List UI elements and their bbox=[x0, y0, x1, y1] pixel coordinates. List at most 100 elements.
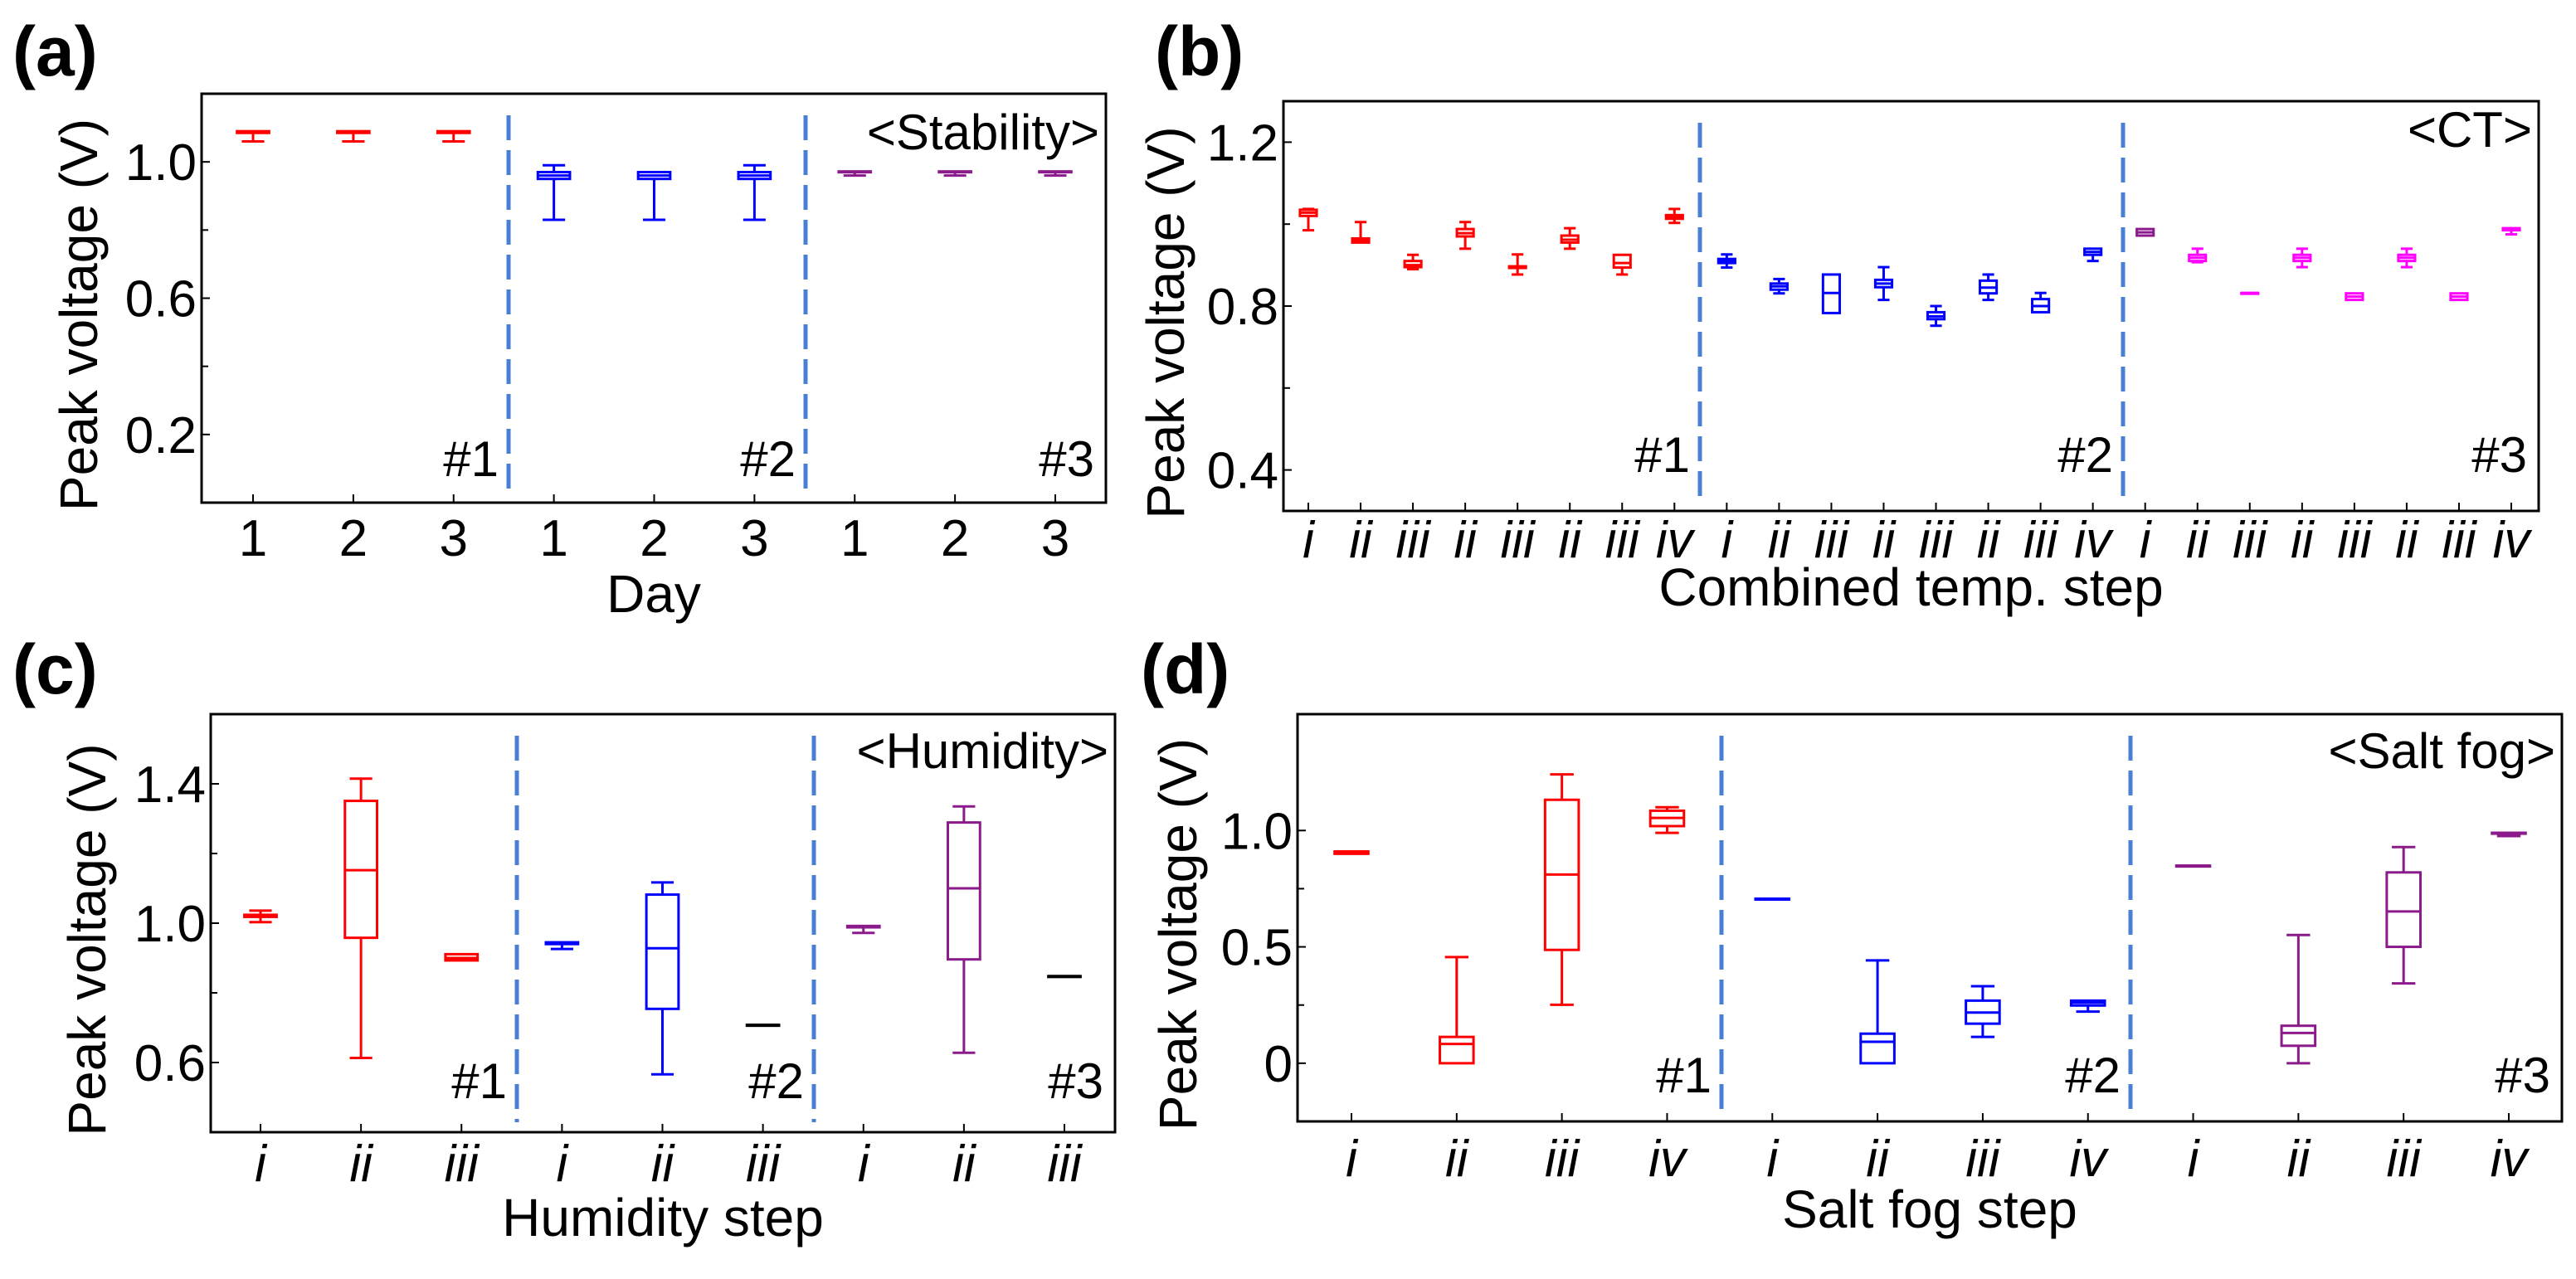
group-label: #3 bbox=[2495, 1048, 2550, 1103]
test-annotation: <Stability> bbox=[867, 105, 1099, 160]
x-tick-label: iii bbox=[2337, 512, 2374, 569]
x-tick-label: ii bbox=[2287, 1131, 2312, 1188]
box-plot bbox=[1047, 975, 1082, 979]
x-tick-label: iii bbox=[1965, 1131, 2002, 1188]
box-plot bbox=[444, 952, 480, 962]
box-plot bbox=[2292, 247, 2312, 269]
x-tick-label: 2 bbox=[640, 510, 668, 567]
x-tick-label: i bbox=[556, 1136, 569, 1193]
y-tick-label: 1.0 bbox=[134, 896, 206, 953]
x-tick-label: 3 bbox=[740, 510, 768, 567]
box-plot bbox=[1612, 253, 1632, 276]
x-tick-label: ii bbox=[1768, 512, 1793, 569]
box-plot bbox=[2345, 292, 2364, 302]
x-tick-label: iii bbox=[1919, 512, 1955, 569]
x-tick-label: ii bbox=[1872, 512, 1897, 569]
y-tick-label: 1.0 bbox=[125, 134, 197, 192]
group-label: #3 bbox=[1039, 431, 1094, 487]
group-label: #1 bbox=[451, 1053, 507, 1109]
box-plot bbox=[1754, 897, 1791, 901]
box-plot bbox=[1648, 805, 1686, 834]
box-plot bbox=[1873, 265, 1894, 302]
y-tick-label: 0.6 bbox=[134, 1035, 206, 1092]
group-label: #1 bbox=[1634, 427, 1690, 483]
x-tick-label: ii bbox=[2395, 512, 2420, 569]
box-plot bbox=[1664, 207, 1684, 225]
iqr-box bbox=[1612, 253, 1632, 270]
box-plot bbox=[1333, 850, 1370, 855]
box-plot bbox=[2397, 247, 2417, 269]
box-plot bbox=[2385, 845, 2422, 985]
box-plot bbox=[1821, 273, 1842, 314]
box-plot bbox=[946, 805, 981, 1054]
x-tick-label: i bbox=[1303, 512, 1316, 569]
x-tick-label: 1 bbox=[539, 510, 567, 567]
group-label: #2 bbox=[2057, 427, 2113, 483]
iqr-box bbox=[1859, 1032, 1896, 1065]
box-plot bbox=[544, 941, 580, 951]
x-tick-label: iv bbox=[2491, 1131, 2530, 1188]
x-tick-label: iii bbox=[445, 1136, 481, 1193]
box-plot bbox=[2031, 291, 2051, 314]
x-tick-label: i bbox=[1346, 1131, 1359, 1188]
x-tick-label: ii bbox=[2291, 512, 2315, 569]
x-tick-label: 3 bbox=[1041, 510, 1069, 567]
box-plot bbox=[2188, 247, 2208, 264]
box-plot bbox=[1717, 253, 1736, 270]
box-plot bbox=[1769, 277, 1789, 295]
box-plot bbox=[343, 777, 379, 1060]
box-plot bbox=[1926, 304, 1946, 328]
box-plot bbox=[2083, 247, 2103, 263]
iqr-box bbox=[2385, 871, 2422, 949]
panel-label: (c) bbox=[12, 630, 98, 708]
x-tick-label: 2 bbox=[339, 510, 368, 567]
group-label: #1 bbox=[1656, 1048, 1712, 1103]
x-tick-label: iii bbox=[746, 1136, 782, 1193]
y-axis-label: Peak voltage (V) bbox=[57, 743, 117, 1136]
box-plot bbox=[2449, 292, 2469, 302]
y-tick-label: 1.2 bbox=[1207, 114, 1278, 172]
y-tick-label: 1.4 bbox=[134, 756, 206, 814]
box-plot bbox=[1859, 959, 1896, 1065]
y-tick-label: 0.2 bbox=[125, 407, 197, 464]
y-tick-label: 0.4 bbox=[1207, 443, 1278, 500]
x-tick-label: iii bbox=[1395, 512, 1432, 569]
box-plot bbox=[1560, 226, 1580, 250]
test-annotation: <Humidity> bbox=[857, 723, 1108, 779]
box-plot bbox=[2069, 999, 2106, 1014]
axes-frame bbox=[1296, 712, 2564, 1123]
x-tick-label: ii bbox=[1454, 512, 1478, 569]
y-tick-label: 0.5 bbox=[1221, 920, 1293, 977]
box-plot bbox=[2240, 291, 2260, 295]
x-tick-label: iii bbox=[2442, 512, 2478, 569]
x-tick-label: iv bbox=[2074, 512, 2114, 569]
x-tick-label: iii bbox=[2023, 512, 2060, 569]
x-tick-label: ii bbox=[2186, 512, 2211, 569]
x-tick-label: ii bbox=[1977, 512, 2002, 569]
y-axis-label: Peak voltage (V) bbox=[1148, 738, 1208, 1131]
box-plot bbox=[2491, 831, 2527, 838]
x-tick-label: iii bbox=[1814, 512, 1851, 569]
x-tick-label: ii bbox=[952, 1136, 977, 1193]
box-plot bbox=[2280, 933, 2317, 1065]
x-tick-label: iv bbox=[2069, 1131, 2109, 1188]
x-tick-label: 3 bbox=[440, 510, 468, 567]
box-plot bbox=[1439, 956, 1475, 1065]
x-tick-label: ii bbox=[1349, 512, 1374, 569]
box-plot bbox=[1403, 253, 1423, 271]
x-tick-label: i bbox=[2140, 512, 2153, 569]
iqr-box bbox=[946, 821, 981, 961]
x-tick-label: iii bbox=[1545, 1131, 1581, 1188]
panel-label: (d) bbox=[1141, 630, 1230, 708]
box-plot bbox=[1965, 985, 2001, 1038]
iqr-box bbox=[645, 893, 680, 1010]
x-tick-label: ii bbox=[1558, 512, 1583, 569]
x-tick-label: iv bbox=[1656, 512, 1696, 569]
iqr-box bbox=[2280, 1024, 2317, 1048]
x-tick-label: 1 bbox=[840, 510, 869, 567]
group-label: #2 bbox=[748, 1053, 804, 1109]
y-axis-label: Peak voltage (V) bbox=[1136, 126, 1195, 518]
